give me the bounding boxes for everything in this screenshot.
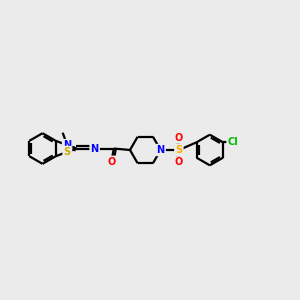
Text: N: N	[91, 143, 99, 154]
Text: S: S	[175, 145, 182, 155]
Text: N: N	[157, 145, 165, 155]
Text: O: O	[175, 133, 183, 142]
Text: S: S	[64, 147, 71, 157]
Text: O: O	[175, 158, 183, 167]
Text: N: N	[63, 140, 71, 150]
Text: O: O	[107, 157, 116, 167]
Text: Cl: Cl	[227, 137, 238, 147]
